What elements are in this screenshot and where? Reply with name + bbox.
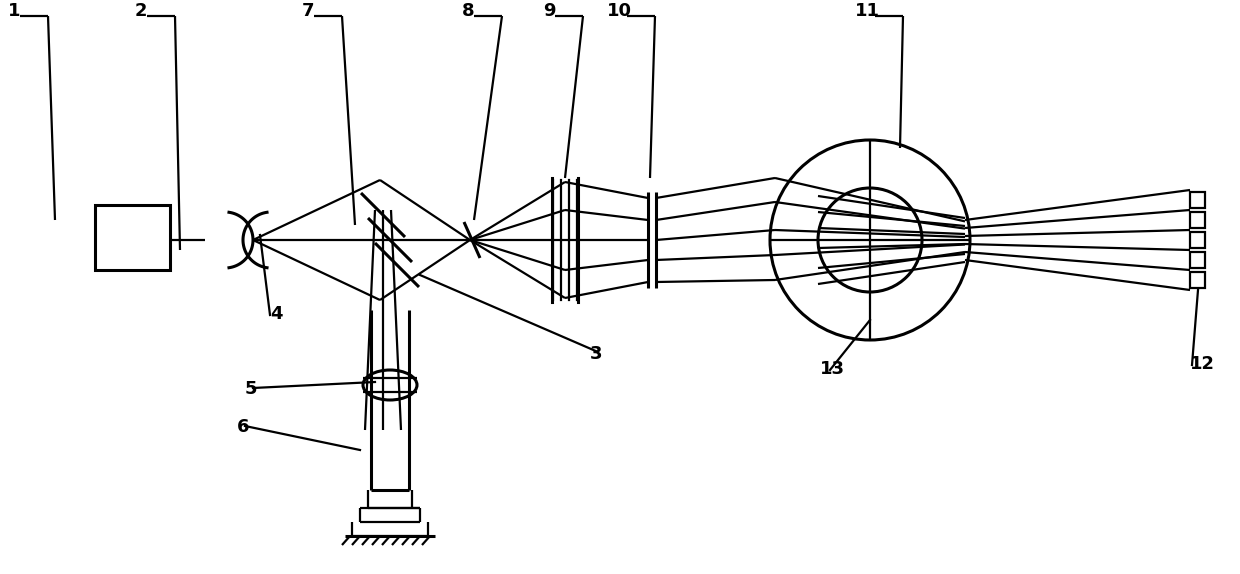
Text: 1: 1	[7, 2, 21, 20]
Bar	[1190, 252, 1205, 268]
Text: 11: 11	[856, 2, 880, 20]
Text: 8: 8	[463, 2, 475, 20]
Text: 10: 10	[608, 2, 632, 20]
Text: 5: 5	[246, 380, 258, 398]
Text: 9: 9	[543, 2, 556, 20]
Bar	[1190, 192, 1205, 208]
Bar	[1190, 272, 1205, 288]
Text: 4: 4	[270, 305, 283, 323]
Bar	[95, 205, 170, 270]
Text: 12: 12	[1190, 355, 1215, 373]
Text: 13: 13	[820, 360, 844, 378]
Bar	[1190, 232, 1205, 248]
Text: 3: 3	[590, 345, 603, 363]
Text: 6: 6	[237, 418, 249, 436]
Text: 2: 2	[135, 2, 148, 20]
Text: 7: 7	[303, 2, 315, 20]
Bar	[1190, 212, 1205, 228]
